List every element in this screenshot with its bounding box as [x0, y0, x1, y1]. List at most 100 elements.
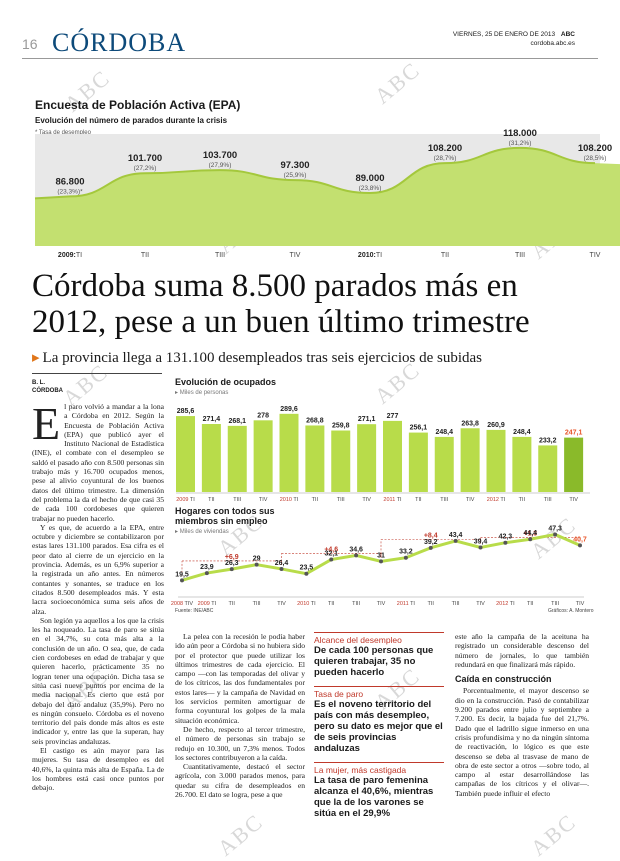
epa-value: 89.000 [355, 173, 384, 184]
bar-axis-label: TII [415, 497, 422, 503]
line-axis-label: TIII [352, 601, 360, 607]
divider [32, 373, 162, 374]
bar-label: 233,2 [539, 437, 557, 444]
paragraph: l paro volvió a mandar a la lona a Córdo… [32, 402, 164, 523]
paragraph: este año la campaña de la aceituna ha re… [455, 632, 589, 669]
bar-axis-label: TIV [259, 497, 268, 503]
bar [227, 425, 247, 492]
epa-rate: (23,8%) [359, 185, 382, 192]
epa-axis-label: 2010:TI [358, 252, 382, 259]
dateline: VIERNES, 25 DE ENERO DE 2013 ABC cordoba… [453, 30, 575, 48]
highlight-text: La tasa de paro femenina alcanza el 40,6… [314, 775, 434, 819]
ocupados-chart: 285,6 2009 TI 271,4 TII 268,1 TIII 278 TIV 289,6… [176, 406, 590, 503]
point-label: 42,3 [499, 534, 513, 541]
annotation-label: +1,3 [523, 530, 537, 537]
divider [314, 762, 444, 763]
headline: Córdoba suma 8.500 parados más en 2012, … [32, 268, 530, 340]
bar-axis-label: TIII [233, 497, 241, 503]
epa-value: 108.200 [428, 143, 462, 154]
point [528, 537, 533, 542]
epa-value: 103.700 [203, 150, 237, 161]
point [478, 545, 483, 550]
point-label: 26,3 [225, 560, 239, 567]
epa-rate: (25,9%) [284, 172, 307, 179]
bar-axis-label: TIV [362, 497, 371, 503]
watermark: ABC [525, 808, 581, 861]
line-axis-label: TIII [253, 601, 261, 607]
chart-title: Evolución de ocupados [175, 377, 277, 387]
point-label: 31 [377, 552, 385, 559]
bar-label: 289,6 [280, 406, 298, 413]
bar [408, 432, 428, 492]
bar-axis-label: 2010 TI [280, 497, 299, 503]
line-axis-label: TII [428, 601, 435, 607]
line-axis-label: TIV [377, 601, 386, 607]
epa-subtitle: Evolución del número de parados durante … [35, 116, 228, 125]
paragraph: Son legión ya aquellos a los que la cris… [32, 615, 164, 746]
bar-axis-label: TIV [466, 497, 475, 503]
hogares-chart: +6,9 +4,6 +8,4 +1,3 19,5 2008 TIV 23,9 2009 TI 2… [171, 525, 587, 607]
bar-label: 268,1 [228, 418, 246, 425]
paragraph: El castigo es aún mayor para las mujeres… [32, 745, 164, 793]
watermark: ABC [212, 808, 268, 861]
dropcap: E [32, 398, 61, 449]
line-axis-label: 2008 TIV [171, 601, 194, 607]
point [403, 555, 408, 560]
epa-axis-label: TII [441, 252, 449, 259]
bar-label: 277 [387, 413, 399, 420]
epa-chart: 86.800(23,3%)* 2009:TI 101.700(27,2%) TII 10… [34, 128, 620, 259]
point [379, 559, 383, 564]
point-label: 26,4 [275, 560, 289, 567]
divider [22, 58, 598, 59]
epa-title: Encuesta de Población Activa (EPA) [35, 98, 241, 112]
point [329, 557, 334, 562]
line-axis-label: TII [328, 601, 335, 607]
point [428, 545, 433, 550]
site-url: cordoba.abc.es [530, 40, 575, 47]
point-label: 39,2 [424, 539, 438, 546]
article-column-4: este año la campaña de la aceituna ha re… [455, 632, 589, 798]
chart-title: Hogares con todos sus miembros sin emple… [175, 506, 275, 526]
point-label: 47,3 [548, 525, 562, 532]
line-axis-label: TIV [576, 601, 585, 607]
bar [357, 424, 377, 492]
highlight-head: La mujer, más castigada [314, 765, 407, 775]
epa-axis-label: 2009:TI [58, 252, 82, 259]
point [503, 540, 508, 545]
highlights: Alcance del desempleo De cada 100 person… [314, 632, 444, 819]
chart-subtitle: ▸ Miles de viviendas [175, 529, 229, 535]
bar-axis-label: TII [208, 497, 215, 503]
highlight-head: Alcance del desempleo [314, 635, 402, 645]
bar [434, 436, 454, 492]
point-label: 40,7 [573, 536, 587, 543]
line-axis-label: TII [527, 601, 534, 607]
paragraph: Cuantitativamente, destacó el sector agr… [175, 762, 305, 800]
line-axis-label: 2010 TI [297, 601, 316, 607]
bar [279, 413, 299, 492]
line-axis-label: TIII [452, 601, 460, 607]
deck-text: La provincia llega a 131.100 desempleado… [42, 350, 482, 366]
epa-axis-label: TIV [290, 252, 301, 259]
chart-subtitle: ▸ Miles de personas [175, 390, 229, 396]
point [304, 571, 309, 576]
highlight-head: Tasa de paro [314, 689, 364, 699]
chart-credit: Gráficos: A. Montero [548, 608, 594, 614]
bar-label: 259,8 [332, 423, 350, 430]
deck: ▸ La provincia llega a 131.100 desemplead… [32, 348, 482, 367]
byline: B. L. CÓRDOBA [32, 379, 63, 395]
point-label: 33,2 [399, 549, 413, 556]
line-axis-label: TII [229, 601, 236, 607]
paragraph: Y es que, de acuerdo a la EPA, entre oct… [32, 522, 164, 616]
paragraph: Porcentualmente, el mayor descenso se di… [455, 686, 589, 798]
epa-rate: (27,9%) [209, 162, 232, 169]
chart-source: Fuente: INE/ABC [175, 608, 214, 614]
bar [460, 428, 480, 492]
bar-axis-label: TIII [544, 497, 552, 503]
epa-rate: (23,3%)* [57, 188, 83, 195]
subhead: Caída en construcción [455, 674, 552, 685]
epa-axis-label: TIII [515, 252, 525, 259]
bar-label: 285,6 [177, 408, 195, 415]
point [453, 538, 458, 543]
epa-value: 118.000 [503, 128, 537, 139]
annotation-label: +8,4 [424, 532, 438, 539]
